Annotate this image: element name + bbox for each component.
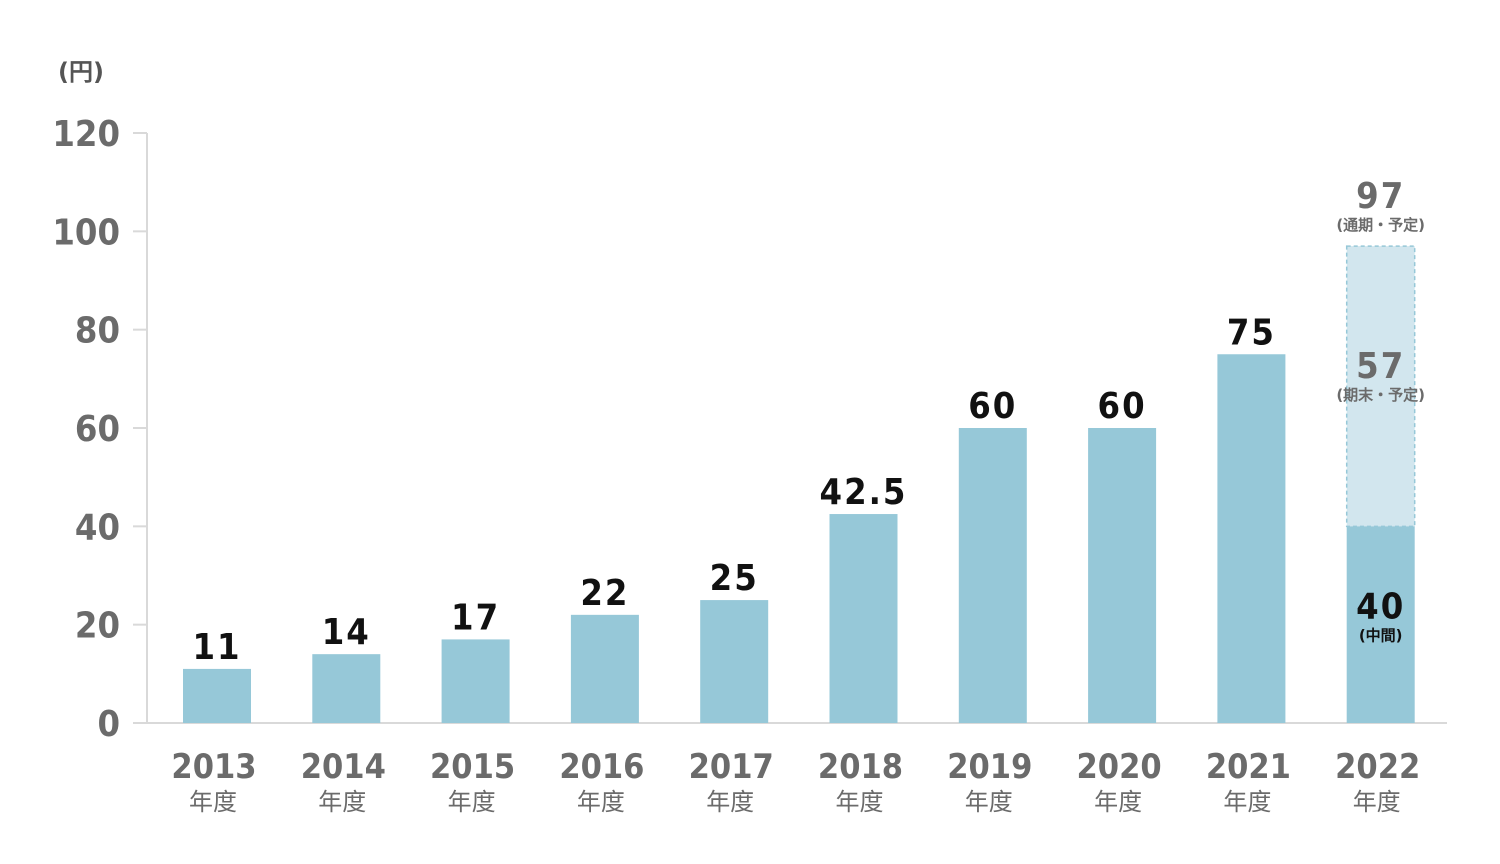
value-label-interim: 40: [1356, 586, 1405, 627]
value-label-2016: 22: [580, 573, 629, 614]
value-label-2020: 60: [1098, 386, 1147, 427]
bar-2018: [829, 514, 898, 723]
x-label-year-2017: 2017: [689, 747, 774, 787]
note-label-period-end: (期末・予定): [1336, 386, 1425, 404]
value-label-2014: 14: [322, 612, 371, 653]
bar-2020: [1088, 428, 1157, 723]
x-label-suffix: 年度: [1223, 788, 1271, 816]
x-axis-labels: 2013年度2014年度2015年度2016年度2017年度2018年度2019…: [171, 747, 1420, 816]
x-label-suffix: 年度: [577, 788, 625, 816]
value-label-2013: 11: [192, 627, 241, 668]
x-label-year-2015: 2015: [430, 747, 515, 787]
value-label-period-end: 57: [1356, 346, 1405, 387]
y-tick-label: 20: [75, 606, 120, 647]
bar-2021: [1217, 354, 1286, 723]
y-tick-label: 80: [75, 311, 120, 352]
x-label-year-2016: 2016: [559, 747, 644, 787]
value-label-full-year: 97: [1356, 176, 1405, 217]
bar-2016: [570, 614, 639, 723]
x-label-suffix: 年度: [318, 788, 366, 816]
value-labels: 11 14 17 22 25 42.5 60 60 75 97(通期・予定) 57(期末・予定) 40…: [192, 176, 1425, 668]
x-label-year-2018: 2018: [818, 747, 903, 787]
bar-interim-2022: [1346, 526, 1415, 723]
bar-2017: [700, 600, 769, 723]
value-label-2017: 25: [710, 558, 759, 599]
x-label-suffix: 年度: [965, 788, 1013, 816]
bar-2019: [958, 428, 1027, 723]
value-label-2018: 42.5: [820, 472, 908, 513]
bar-2013: [183, 668, 251, 723]
x-label-suffix: 年度: [836, 788, 884, 816]
y-axis-unit-label: (円): [58, 58, 104, 86]
x-label-suffix: 年度: [706, 788, 754, 816]
x-label-year-2019: 2019: [947, 747, 1032, 787]
note-label-interim: (中間): [1359, 626, 1403, 644]
bars: [183, 245, 1416, 723]
x-label-year-2014: 2014: [301, 747, 386, 787]
x-label-suffix: 年度: [1353, 788, 1401, 816]
bar-2015: [441, 639, 510, 723]
y-tick-label: 120: [52, 114, 120, 155]
y-tick-label: 0: [97, 704, 120, 745]
y-tick-label: 40: [75, 507, 120, 548]
x-label-year-2013: 2013: [171, 747, 256, 787]
y-tick-label: 60: [75, 409, 120, 450]
x-label-year-2020: 2020: [1077, 747, 1162, 787]
bar-2014: [312, 654, 381, 723]
value-label-2019: 60: [968, 386, 1017, 427]
y-axis-ticks: 0 20 40 60 80 100 120: [52, 114, 147, 745]
value-label-2015: 17: [451, 597, 500, 638]
x-label-year-2022: 2022: [1335, 747, 1420, 787]
value-label-2021: 75: [1227, 312, 1276, 353]
y-tick-label: 100: [52, 212, 120, 253]
note-label-full-year: (通期・予定): [1336, 216, 1425, 234]
x-label-suffix: 年度: [448, 788, 496, 816]
x-label-suffix: 年度: [1094, 788, 1142, 816]
bar-forecast-period-end: [1345, 245, 1416, 528]
x-label-suffix: 年度: [189, 788, 237, 816]
x-label-year-2021: 2021: [1206, 747, 1291, 787]
